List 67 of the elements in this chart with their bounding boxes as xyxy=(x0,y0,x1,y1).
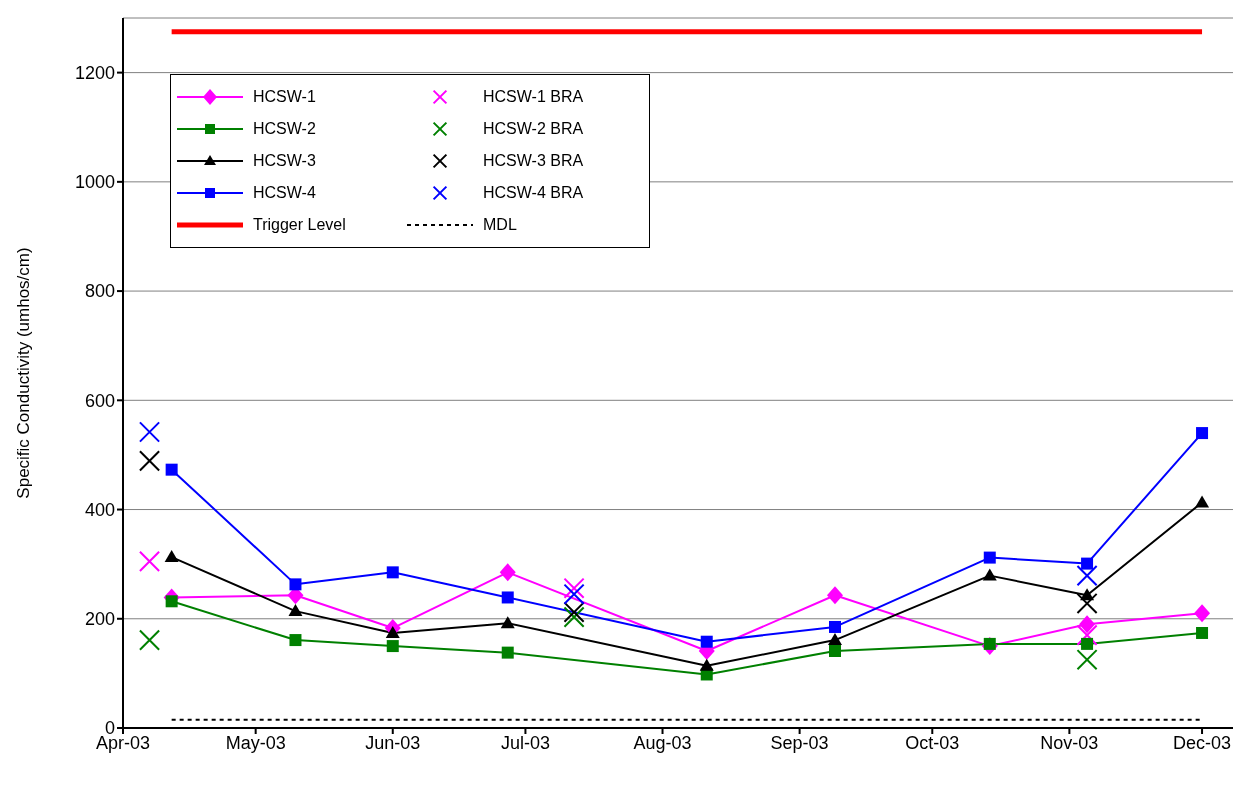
x-tick-label: Nov-03 xyxy=(1040,732,1099,753)
point xyxy=(138,629,161,651)
point xyxy=(1081,557,1094,570)
point xyxy=(1079,615,1096,634)
legend-label: Trigger Level xyxy=(253,216,346,234)
y-tick-label: 600 xyxy=(84,390,115,411)
legend-label: HCSW-3 xyxy=(253,152,316,170)
x-tick-label: Jul-03 xyxy=(500,732,550,753)
point xyxy=(563,577,585,599)
point xyxy=(386,566,399,579)
y-tick-label: 400 xyxy=(84,499,115,520)
point xyxy=(699,658,714,671)
point xyxy=(700,635,713,648)
point xyxy=(385,625,400,638)
legend-label: HCSW-4 BRA xyxy=(483,184,584,202)
x-tick-label: Jun-03 xyxy=(365,732,421,753)
point xyxy=(563,601,585,623)
point xyxy=(1196,427,1209,440)
x-tick-label: Oct-03 xyxy=(905,732,960,753)
point xyxy=(164,550,179,563)
point xyxy=(828,620,841,633)
point xyxy=(1081,637,1094,650)
point xyxy=(826,586,843,605)
point xyxy=(289,634,302,647)
point xyxy=(165,463,178,476)
point xyxy=(500,616,515,629)
x-tick-label: May-03 xyxy=(225,732,286,753)
y-tick-label: 1200 xyxy=(74,63,115,84)
y-tick-label: 0 xyxy=(104,718,115,739)
point xyxy=(1076,592,1098,615)
x-tick-label: Dec-03 xyxy=(1173,732,1232,753)
legend-label: HCSW-2 BRA xyxy=(483,120,584,138)
point xyxy=(499,563,516,582)
legend-label: HCSW-1 xyxy=(253,88,316,106)
point xyxy=(982,568,997,581)
point xyxy=(828,644,841,657)
point xyxy=(501,591,514,604)
x-tick-label: Sep-03 xyxy=(770,732,829,753)
y-tick-label: 800 xyxy=(84,281,115,302)
point xyxy=(501,646,514,659)
point xyxy=(1080,588,1095,601)
x-tick-label: Aug-03 xyxy=(633,732,692,753)
point xyxy=(563,583,585,605)
point xyxy=(138,421,161,443)
point xyxy=(827,633,842,646)
y-tick-label: 1000 xyxy=(74,172,115,193)
y-axis-title: Specific Conductivity (umhos/cm) xyxy=(14,247,34,499)
point xyxy=(983,551,996,564)
point xyxy=(1076,565,1098,587)
point xyxy=(1196,626,1209,639)
y-tick-label: 200 xyxy=(84,609,115,630)
legend-label: MDL xyxy=(483,216,517,234)
point xyxy=(1076,624,1098,646)
point xyxy=(1194,604,1211,623)
point xyxy=(288,604,303,617)
point xyxy=(1076,649,1098,671)
point xyxy=(1195,495,1210,508)
legend-label: HCSW-2 xyxy=(253,120,316,138)
point xyxy=(563,606,585,628)
point xyxy=(138,450,161,472)
legend-label: HCSW-1 BRA xyxy=(483,88,584,106)
point xyxy=(165,595,178,608)
legend-label: HCSW-4 xyxy=(253,184,316,202)
point xyxy=(386,640,399,653)
legend-label: HCSW-3 BRA xyxy=(483,152,584,170)
point xyxy=(138,550,161,573)
point xyxy=(289,578,302,591)
